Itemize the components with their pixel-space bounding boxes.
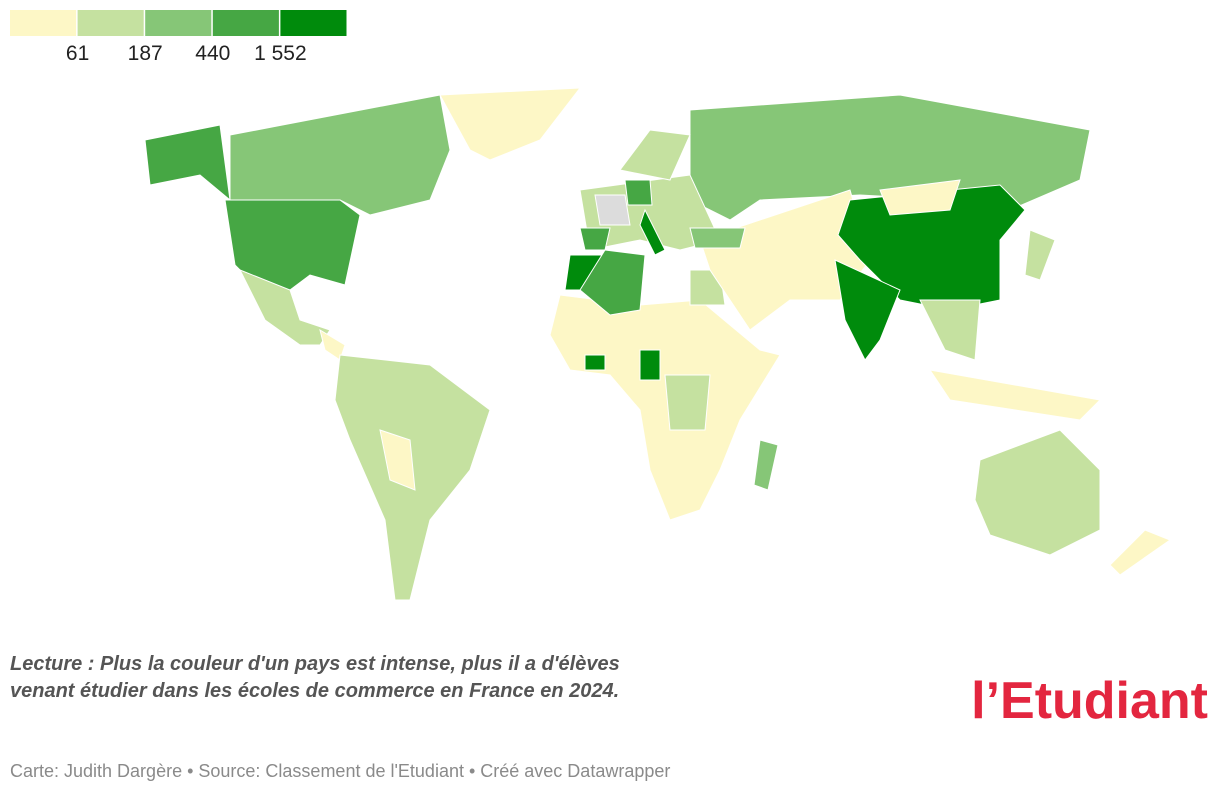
- country: [1024, 229, 1056, 281]
- legend-swatch: [280, 10, 347, 36]
- legend-label: 61: [66, 42, 89, 65]
- country: [974, 429, 1101, 556]
- legend-swatch: [10, 10, 77, 36]
- world-map: [144, 87, 1172, 601]
- country: [579, 249, 646, 316]
- legend-label: 440: [195, 42, 230, 65]
- legend-label: 1 552: [254, 42, 307, 65]
- country: [639, 208, 666, 256]
- country: [837, 184, 1026, 311]
- legend-swatch: [77, 10, 144, 36]
- country: [624, 179, 653, 206]
- country: [579, 227, 611, 251]
- country: [439, 87, 582, 161]
- legend-swatch: [212, 10, 279, 36]
- logo: l’Etudiant: [971, 672, 1208, 730]
- country: [1109, 529, 1172, 576]
- country: [753, 439, 779, 491]
- country: [928, 369, 1102, 421]
- country: [229, 94, 451, 216]
- note-line: venant étudier dans les écoles de commer…: [10, 680, 619, 702]
- country: [664, 374, 711, 431]
- note-line: Lecture : Plus la couleur d'un pays est …: [10, 653, 620, 675]
- country: [834, 259, 901, 361]
- country: [379, 429, 416, 491]
- country: [639, 349, 661, 381]
- country: [549, 294, 781, 521]
- country: [919, 299, 981, 361]
- country: [879, 179, 961, 216]
- footer: Carte: Judith Dargère • Source: Classeme…: [10, 761, 670, 781]
- france-no-data: [594, 194, 631, 226]
- legend-swatch: [145, 10, 212, 36]
- country: [689, 227, 746, 249]
- country: [144, 124, 231, 202]
- legend: 61 187 440 1 552: [10, 10, 347, 65]
- country: [584, 354, 606, 371]
- legend-label: 187: [128, 42, 163, 65]
- country: [619, 129, 691, 181]
